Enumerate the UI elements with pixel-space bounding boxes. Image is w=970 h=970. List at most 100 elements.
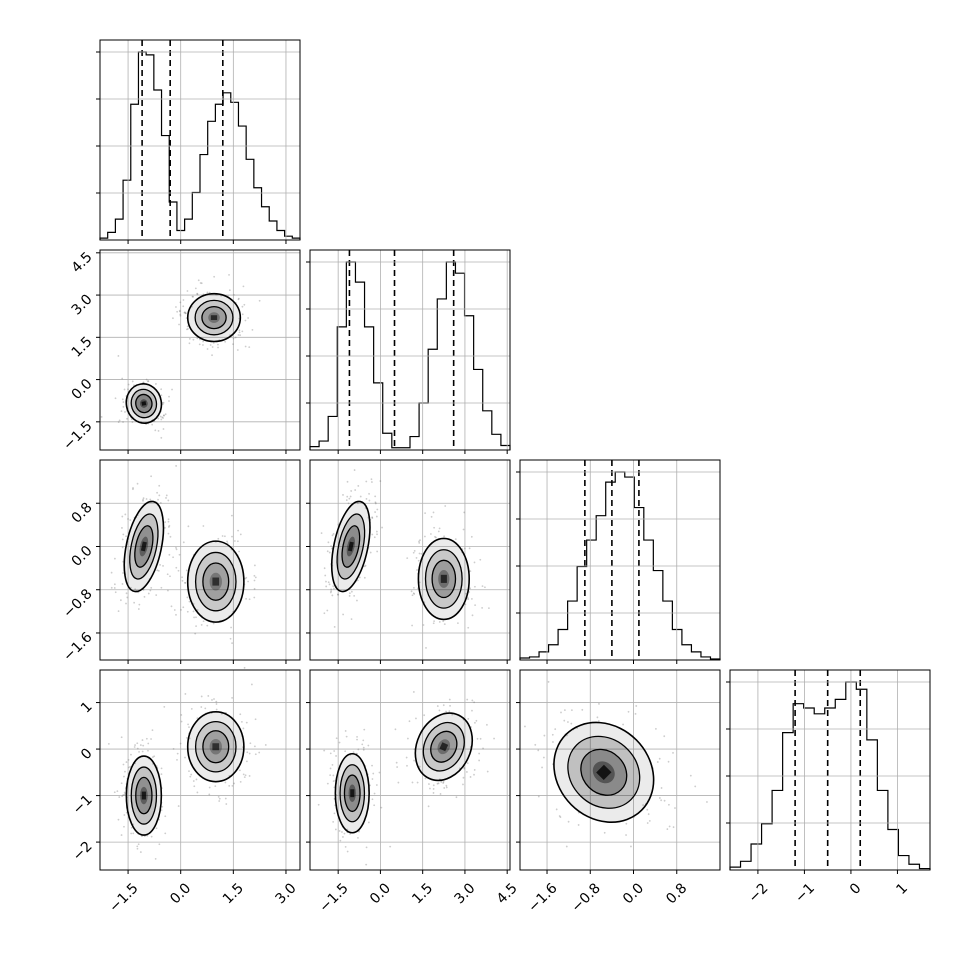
scatter-point bbox=[622, 723, 624, 726]
scatter-point bbox=[471, 614, 474, 617]
scatter-point bbox=[473, 701, 476, 704]
scatter-point bbox=[189, 775, 192, 778]
scatter-point bbox=[375, 784, 378, 786]
scatter-point bbox=[136, 845, 139, 848]
scatter-point bbox=[555, 808, 558, 811]
scatter-point bbox=[160, 388, 163, 391]
scatter-point bbox=[462, 783, 464, 786]
scatter-point bbox=[344, 730, 347, 732]
scatter-point bbox=[243, 303, 246, 306]
scatter-point bbox=[118, 419, 121, 422]
scatter-point bbox=[326, 782, 329, 785]
scatter-point bbox=[397, 781, 400, 784]
panel-frame bbox=[99, 459, 301, 661]
scatter-point bbox=[236, 349, 239, 351]
scatter-point bbox=[133, 601, 136, 604]
x-tick-label: 0.0 bbox=[367, 880, 394, 907]
scatter-point bbox=[121, 546, 124, 549]
scatter-point bbox=[178, 310, 181, 313]
contour-line bbox=[343, 774, 361, 813]
scatter-point bbox=[122, 572, 124, 574]
scatter-point bbox=[327, 541, 330, 544]
scatter-point bbox=[202, 620, 205, 623]
scatter-point bbox=[170, 605, 173, 608]
scatter-point bbox=[192, 338, 195, 341]
scatter-point bbox=[642, 804, 644, 807]
scatter-point bbox=[475, 719, 478, 722]
contour-line bbox=[580, 748, 628, 796]
scatter-point bbox=[658, 757, 661, 760]
scatter-point bbox=[130, 832, 133, 835]
scatter-point bbox=[329, 752, 332, 755]
scatter-point bbox=[141, 750, 144, 753]
scatter-point bbox=[116, 790, 119, 793]
scatter-point bbox=[229, 637, 232, 640]
scatter-point bbox=[439, 793, 442, 795]
scatter-point bbox=[253, 745, 256, 748]
scatter-point bbox=[524, 725, 526, 728]
contour-line bbox=[194, 551, 237, 612]
scatter-point bbox=[121, 538, 124, 541]
scatter-point bbox=[476, 737, 479, 740]
scatter-point bbox=[184, 312, 187, 315]
scatter-point bbox=[176, 310, 179, 313]
scatter-point bbox=[648, 820, 651, 822]
scatter-point bbox=[131, 380, 134, 383]
scatter-point bbox=[197, 279, 200, 282]
scatter-point bbox=[200, 624, 203, 626]
scatter-point bbox=[577, 824, 580, 826]
scatter-point bbox=[368, 499, 371, 502]
contour-line bbox=[194, 720, 237, 773]
scatter-point bbox=[603, 831, 606, 834]
scatter-point bbox=[113, 791, 116, 794]
scatter-point bbox=[396, 766, 399, 768]
scatter-point bbox=[436, 782, 439, 785]
scatter-point bbox=[158, 843, 161, 846]
scatter-point bbox=[238, 550, 240, 553]
scatter-point bbox=[244, 345, 247, 348]
y-tick-label: 0.0 bbox=[69, 376, 96, 403]
scatter-point bbox=[107, 742, 110, 745]
scatter-point bbox=[199, 282, 202, 284]
scatter-point bbox=[430, 515, 433, 518]
scatter-point bbox=[362, 746, 365, 749]
scatter-point bbox=[198, 343, 201, 346]
scatter-point bbox=[463, 766, 466, 769]
scatter-point bbox=[247, 317, 250, 319]
scatter-point bbox=[418, 765, 421, 768]
scatter-point bbox=[437, 530, 440, 533]
scatter-point bbox=[122, 405, 125, 408]
scatter-point bbox=[371, 778, 374, 780]
scatter-point bbox=[554, 728, 557, 731]
scatter-point bbox=[258, 299, 261, 302]
scatter-point bbox=[139, 851, 142, 853]
scatter-point bbox=[647, 813, 650, 816]
scatter-point bbox=[493, 737, 495, 740]
scatter-point bbox=[349, 592, 351, 595]
scatter-point bbox=[336, 593, 339, 596]
y-tick-label: 3.0 bbox=[69, 291, 96, 318]
scatter-point bbox=[231, 642, 233, 645]
scatter-point bbox=[139, 744, 142, 746]
scatter-point bbox=[373, 792, 376, 795]
scatter-point bbox=[344, 845, 347, 848]
scatter-point bbox=[560, 711, 562, 714]
scatter-point bbox=[635, 705, 638, 707]
scatter-point bbox=[165, 497, 167, 499]
scatter-point bbox=[660, 799, 663, 802]
scatter-point bbox=[412, 551, 415, 554]
scatter-point bbox=[470, 535, 473, 538]
scatter-point bbox=[136, 742, 139, 745]
scatter-point bbox=[143, 595, 146, 598]
scatter-point bbox=[245, 597, 247, 600]
scatter-point bbox=[127, 518, 129, 520]
scatter-point bbox=[353, 469, 356, 471]
scatter-point bbox=[169, 535, 172, 538]
scatter-point bbox=[184, 581, 186, 584]
scatter-point bbox=[462, 528, 465, 531]
scatter-point bbox=[163, 414, 165, 417]
panel-frame bbox=[519, 669, 721, 871]
scatter-point bbox=[151, 756, 154, 759]
scatter-point bbox=[324, 574, 327, 577]
